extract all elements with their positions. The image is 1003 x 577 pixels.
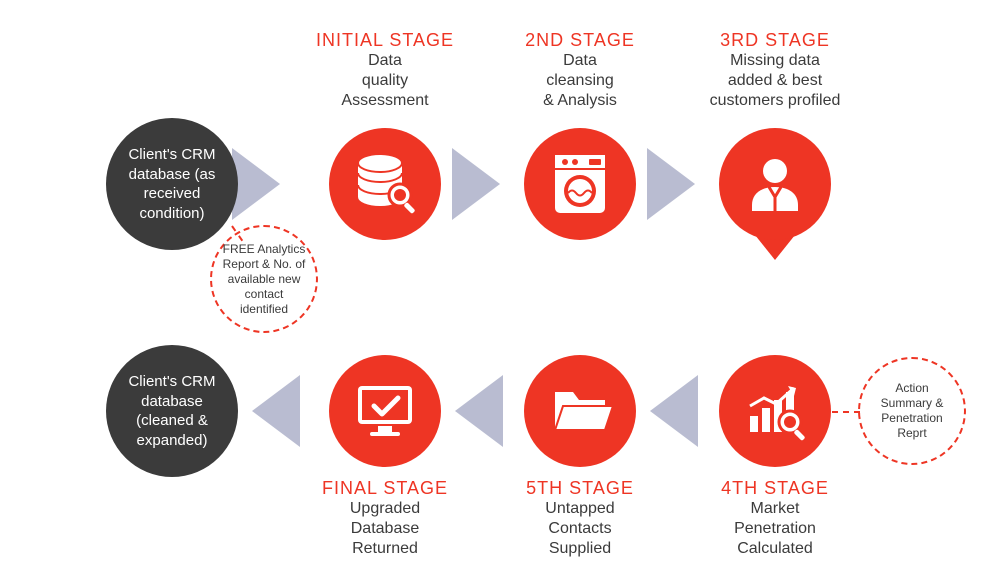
free-report-node: FREE Analytics Report & No. of available… [210,225,318,333]
start-node: Client's CRM database (as received condi… [106,118,238,250]
stage-fifth-title: 5TH STAGE [490,478,670,499]
stage-fourth-title: 4TH STAGE [685,478,865,499]
washing-machine-icon [547,151,613,217]
start-node-text: Client's CRM database (as received condi… [116,145,228,223]
stage-third-title: 3RD STAGE [685,30,865,51]
stage-initial-desc: DataqualityAssessment [295,51,475,111]
stage-second-title: 2ND STAGE [490,30,670,51]
arrow-start-to-initial [232,148,280,220]
action-summary-node: Action Summary & Penetration Reprt [858,357,966,465]
arrow-fifth-to-final [455,375,503,447]
stage-fifth-circle [524,355,636,467]
stage-third-desc: Missing dataadded & bestcustomers profil… [685,51,865,111]
stage-final-desc: UpgradedDatabaseReturned [295,499,475,559]
stage-fifth-desc: UntappedContactsSupplied [490,499,670,559]
stage-third-label: 3RD STAGE Missing dataadded & bestcustom… [685,30,865,111]
stage-second-label: 2ND STAGE Datacleansing& Analysis [490,30,670,111]
folder-icon [545,376,615,446]
stage-initial-label: INITIAL STAGE DataqualityAssessment [295,30,475,111]
arrow-fourth-to-fifth [650,375,698,447]
stage-final-label: FINAL STAGE UpgradedDatabaseReturned [295,478,475,559]
arrow-second-to-third [647,148,695,220]
action-summary-text: Action Summary & Penetration Reprt [868,381,956,441]
monitor-check-icon [350,376,420,446]
arrow-initial-to-second [452,148,500,220]
stage-third-circle [719,128,831,240]
stage-final-circle [329,355,441,467]
dash-connector-action-summary [832,411,860,413]
stage-initial-circle [329,128,441,240]
stage-initial-title: INITIAL STAGE [295,30,475,51]
stage-fourth-label: 4TH STAGE MarketPenetrationCalculated [685,478,865,559]
database-search-icon [350,149,420,219]
stage-final-title: FINAL STAGE [295,478,475,499]
free-report-text: FREE Analytics Report & No. of available… [220,242,308,317]
chart-search-icon [740,376,810,446]
person-icon [742,151,808,217]
stage-second-desc: Datacleansing& Analysis [490,51,670,111]
stage-fourth-circle [719,355,831,467]
stage-fifth-label: 5TH STAGE UntappedContactsSupplied [490,478,670,559]
end-node: Client's CRM database (cleaned & expande… [106,345,238,477]
arrow-final-to-end [252,375,300,447]
end-node-text: Client's CRM database (cleaned & expande… [116,372,228,450]
stage-fourth-desc: MarketPenetrationCalculated [685,499,865,559]
stage-second-circle [524,128,636,240]
